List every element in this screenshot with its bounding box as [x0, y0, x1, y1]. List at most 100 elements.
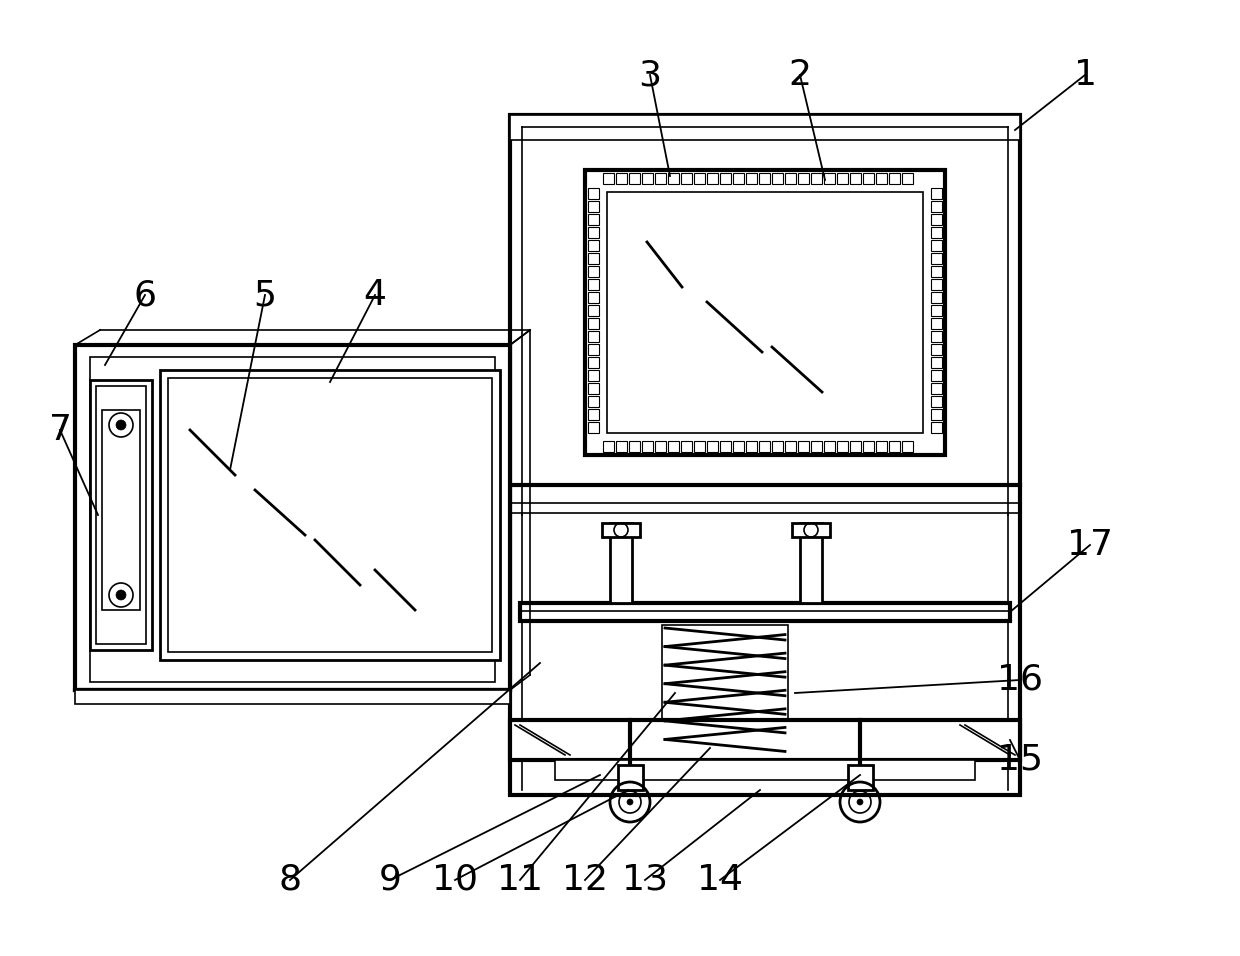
Bar [799, 441, 808, 452]
Bar [102, 410, 140, 610]
Bar [585, 170, 945, 455]
Bar [931, 396, 942, 407]
Text: 15: 15 [997, 743, 1043, 777]
Bar [759, 173, 770, 184]
Text: 2: 2 [789, 58, 811, 92]
Bar [642, 441, 653, 452]
Bar [849, 173, 861, 184]
Bar [837, 173, 848, 184]
Bar [655, 441, 666, 452]
Bar [931, 383, 942, 394]
Bar [773, 441, 782, 452]
Text: 6: 6 [134, 278, 156, 312]
Bar [603, 441, 614, 452]
Bar [848, 765, 873, 790]
Bar [825, 173, 835, 184]
Bar [799, 173, 808, 184]
Bar [668, 173, 680, 184]
Bar [707, 173, 718, 184]
Bar [694, 441, 706, 452]
Bar [588, 240, 599, 251]
Bar [588, 266, 599, 277]
Bar [603, 173, 614, 184]
Bar [837, 441, 848, 452]
Bar [160, 370, 500, 660]
Bar [662, 625, 787, 761]
Bar [74, 345, 510, 690]
Bar [588, 253, 599, 264]
Bar [931, 201, 942, 212]
Bar [91, 357, 495, 682]
Bar [901, 441, 913, 452]
Text: 5: 5 [253, 278, 277, 312]
Text: 8: 8 [279, 863, 301, 897]
Text: 17: 17 [1066, 528, 1114, 562]
Bar [931, 292, 942, 303]
Bar [588, 188, 599, 199]
Bar [167, 378, 492, 652]
Bar [588, 370, 599, 381]
Bar [931, 188, 942, 199]
Bar [510, 115, 1021, 795]
Bar [681, 173, 692, 184]
Bar [588, 422, 599, 433]
Bar [785, 441, 796, 452]
Bar [875, 173, 887, 184]
Text: 14: 14 [697, 863, 743, 897]
Bar [588, 383, 599, 394]
Bar [811, 173, 822, 184]
Bar [642, 173, 653, 184]
Bar [588, 201, 599, 212]
Bar [588, 318, 599, 329]
Text: 12: 12 [562, 863, 608, 897]
Bar [629, 173, 640, 184]
Circle shape [857, 799, 863, 805]
Bar [931, 279, 942, 290]
Bar [901, 173, 913, 184]
Bar [825, 441, 835, 452]
Bar [811, 441, 822, 452]
Text: 13: 13 [622, 863, 668, 897]
Bar [694, 173, 706, 184]
Bar [588, 214, 599, 225]
Bar [931, 253, 942, 264]
Text: 10: 10 [432, 863, 477, 897]
Bar [746, 173, 756, 184]
Text: 1: 1 [1074, 58, 1096, 92]
Bar [800, 523, 822, 603]
Bar [931, 240, 942, 251]
Bar [608, 192, 923, 433]
Bar [863, 441, 874, 452]
Bar [74, 690, 510, 704]
Bar [720, 173, 732, 184]
Bar [733, 173, 744, 184]
Bar [618, 765, 644, 790]
Bar [931, 331, 942, 342]
Bar [733, 441, 744, 452]
Bar [588, 331, 599, 342]
Bar [610, 523, 632, 603]
Bar [655, 173, 666, 184]
Bar [510, 720, 1021, 760]
Text: 9: 9 [378, 863, 402, 897]
Bar [931, 370, 942, 381]
Circle shape [117, 420, 126, 430]
Bar [588, 409, 599, 420]
Bar [863, 173, 874, 184]
Bar [707, 441, 718, 452]
Bar [588, 227, 599, 238]
Bar [588, 279, 599, 290]
Bar [931, 214, 942, 225]
Text: 3: 3 [639, 58, 661, 92]
Text: 4: 4 [363, 278, 387, 312]
Bar [681, 441, 692, 452]
Bar [785, 173, 796, 184]
Bar [510, 115, 1021, 140]
Bar [616, 173, 627, 184]
Bar [931, 422, 942, 433]
Bar [889, 441, 900, 452]
Bar [931, 266, 942, 277]
Bar [556, 760, 975, 780]
Bar [931, 344, 942, 355]
Bar [588, 305, 599, 316]
